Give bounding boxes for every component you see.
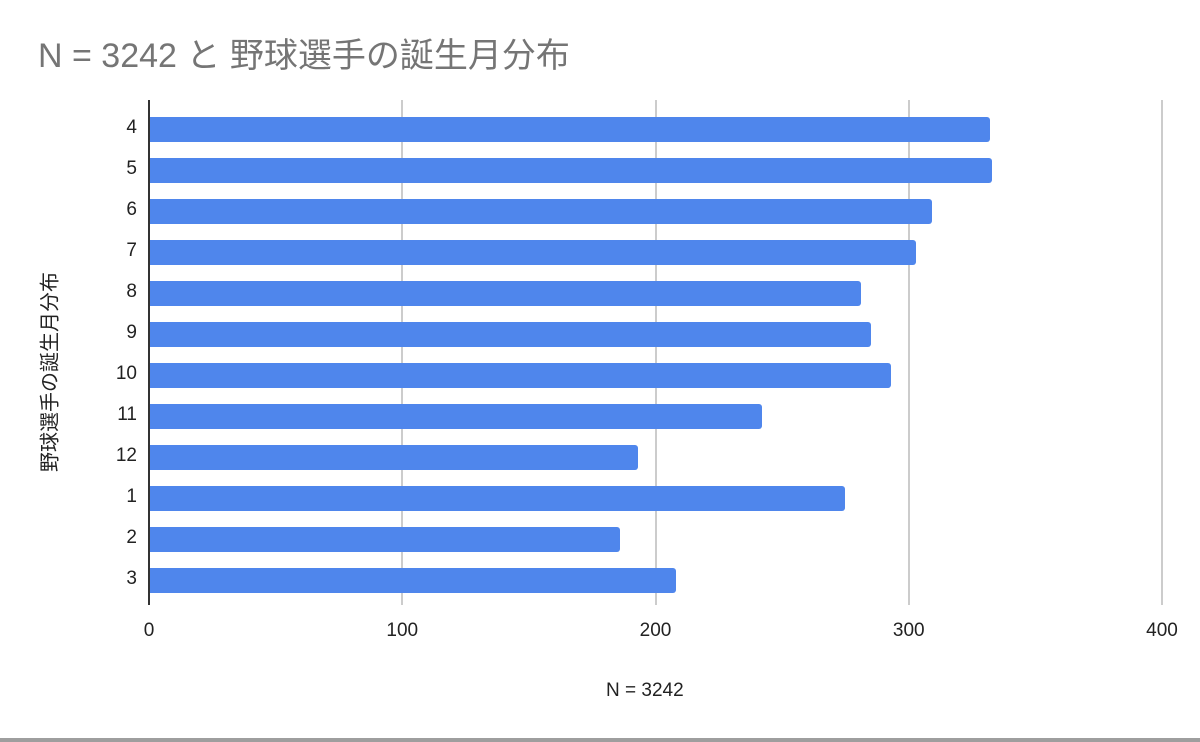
y-tick-label: 7 bbox=[126, 240, 137, 261]
gridline-100 bbox=[401, 100, 403, 605]
gridline-300 bbox=[908, 100, 910, 605]
gridline-200 bbox=[655, 100, 657, 605]
bar-month-8[interactable] bbox=[149, 280, 861, 306]
bar-month-4[interactable] bbox=[149, 116, 990, 142]
bar-month-9[interactable] bbox=[149, 321, 871, 347]
y-tick-label: 10 bbox=[115, 363, 137, 384]
y-axis-title: 野球選手の誕生月分布 bbox=[39, 272, 62, 472]
x-tick-label: 400 bbox=[1146, 620, 1178, 641]
bar-month-5[interactable] bbox=[149, 157, 993, 183]
y-tick-label: 9 bbox=[126, 322, 137, 343]
chart-title: N = 3242 と 野球選手の誕生月分布 bbox=[38, 37, 570, 75]
bar-month-1[interactable] bbox=[149, 485, 846, 511]
y-axis-line bbox=[148, 100, 150, 605]
y-tick-label: 8 bbox=[126, 281, 137, 302]
bar-month-2[interactable] bbox=[149, 526, 621, 552]
bottom-divider bbox=[0, 738, 1200, 742]
gridline-400 bbox=[1161, 100, 1163, 605]
y-tick-label: 12 bbox=[115, 445, 137, 466]
bar-month-12[interactable] bbox=[149, 444, 638, 470]
x-tick-label: 100 bbox=[386, 620, 419, 641]
plot-area bbox=[148, 100, 1163, 605]
bar-month-10[interactable] bbox=[149, 362, 892, 388]
y-tick-label: 4 bbox=[126, 117, 137, 138]
y-tick-label: 11 bbox=[117, 404, 137, 425]
y-tick-label: 5 bbox=[126, 158, 137, 179]
y-tick-label: 2 bbox=[126, 527, 137, 548]
y-tick-label: 6 bbox=[126, 199, 137, 220]
x-axis-title: N = 3242 bbox=[606, 680, 684, 701]
bar-month-3[interactable] bbox=[149, 567, 676, 593]
x-tick-label: 200 bbox=[639, 620, 672, 641]
bar-month-6[interactable] bbox=[149, 198, 932, 224]
y-tick-label: 3 bbox=[126, 568, 137, 589]
bar-month-11[interactable] bbox=[149, 403, 762, 429]
x-tick-label: 0 bbox=[143, 620, 155, 641]
y-tick-label: 1 bbox=[126, 486, 137, 507]
bar-month-7[interactable] bbox=[149, 239, 917, 265]
x-tick-label: 300 bbox=[892, 620, 925, 641]
